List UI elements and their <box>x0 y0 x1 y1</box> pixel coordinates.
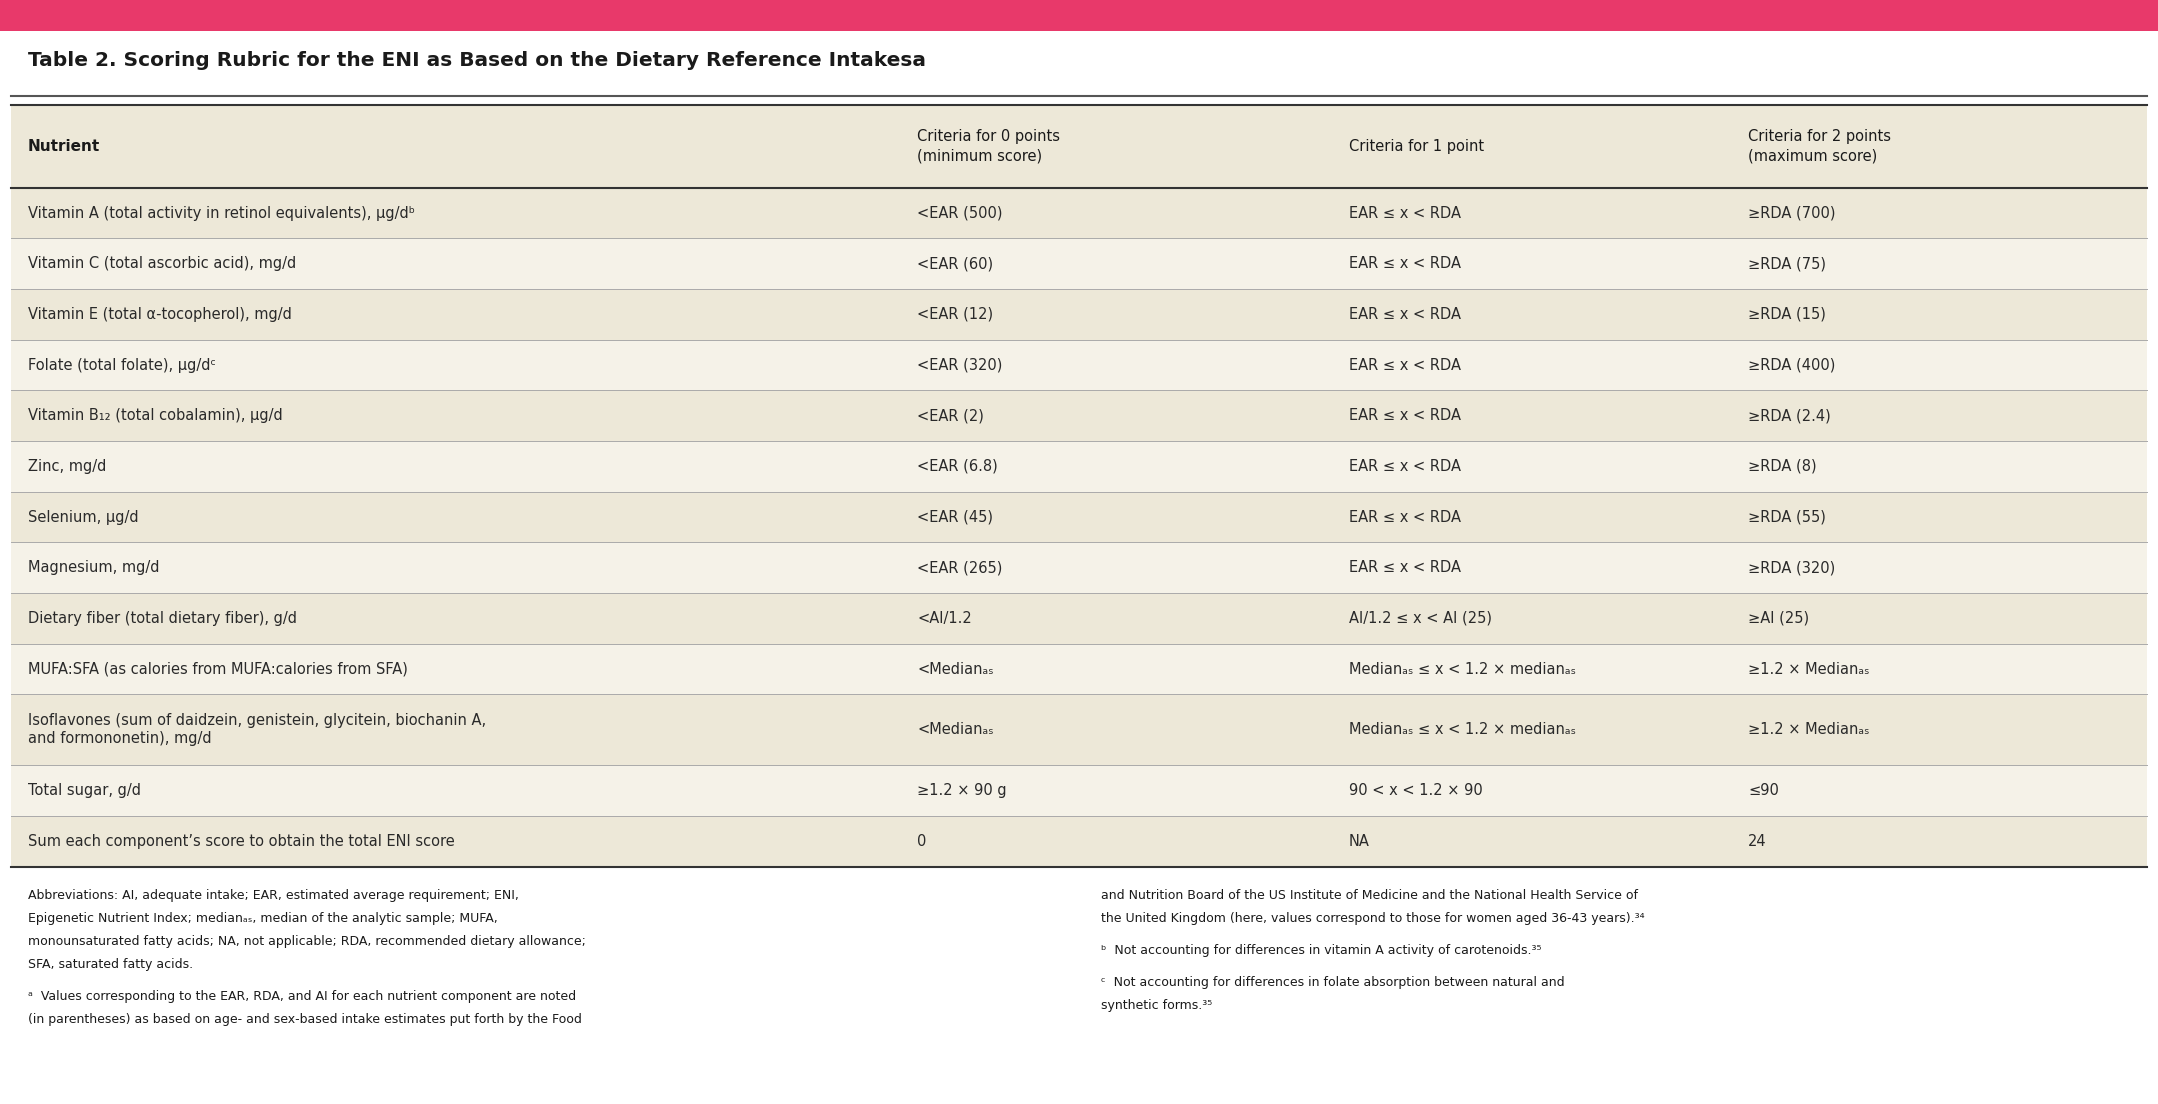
Text: ᶜ  Not accounting for differences in folate absorption between natural and: ᶜ Not accounting for differences in fola… <box>1101 976 1565 989</box>
Bar <box>11 391 2147 440</box>
Text: 24: 24 <box>1748 834 1767 849</box>
Text: NA: NA <box>1349 834 1370 849</box>
Text: 0: 0 <box>917 834 926 849</box>
Text: ≥RDA (8): ≥RDA (8) <box>1748 459 1817 474</box>
Text: AI/1.2 ≤ x < AI (25): AI/1.2 ≤ x < AI (25) <box>1349 611 1491 626</box>
Text: Abbreviations: AI, adequate intake; EAR, estimated average requirement; ENI,: Abbreviations: AI, adequate intake; EAR,… <box>28 889 518 902</box>
Text: ᵇ  Not accounting for differences in vitamin A activity of carotenoids.³⁵: ᵇ Not accounting for differences in vita… <box>1101 944 1541 957</box>
Text: ᵃ  Values corresponding to the EAR, RDA, and AI for each nutrient component are : ᵃ Values corresponding to the EAR, RDA, … <box>28 990 576 1004</box>
Text: <EAR (320): <EAR (320) <box>917 358 1003 372</box>
Text: ≥RDA (700): ≥RDA (700) <box>1748 205 1836 221</box>
Text: <EAR (12): <EAR (12) <box>917 307 993 322</box>
Text: Selenium, μg/d: Selenium, μg/d <box>28 510 138 524</box>
Text: <AI/1.2: <AI/1.2 <box>917 611 971 626</box>
Bar <box>11 765 2147 816</box>
Bar <box>11 491 2147 542</box>
Text: Vitamin E (total α-tocopherol), mg/d: Vitamin E (total α-tocopherol), mg/d <box>28 307 291 322</box>
Text: ≥1.2 × 90 g: ≥1.2 × 90 g <box>917 783 1008 798</box>
Text: EAR ≤ x < RDA: EAR ≤ x < RDA <box>1349 205 1461 221</box>
Bar <box>11 105 2147 188</box>
Text: <Medianₐₛ: <Medianₐₛ <box>917 722 995 737</box>
Text: ≥RDA (15): ≥RDA (15) <box>1748 307 1826 322</box>
Text: and Nutrition Board of the US Institute of Medicine and the National Health Serv: and Nutrition Board of the US Institute … <box>1101 889 1638 902</box>
Text: ≥RDA (75): ≥RDA (75) <box>1748 256 1826 272</box>
Text: EAR ≤ x < RDA: EAR ≤ x < RDA <box>1349 408 1461 423</box>
Text: EAR ≤ x < RDA: EAR ≤ x < RDA <box>1349 560 1461 575</box>
Bar <box>11 340 2147 391</box>
Text: Medianₐₛ ≤ x < 1.2 × medianₐₛ: Medianₐₛ ≤ x < 1.2 × medianₐₛ <box>1349 661 1575 677</box>
Text: ≥RDA (2.4): ≥RDA (2.4) <box>1748 408 1830 423</box>
Text: ≥1.2 × Medianₐₛ: ≥1.2 × Medianₐₛ <box>1748 722 1869 737</box>
Bar <box>11 440 2147 491</box>
Text: Magnesium, mg/d: Magnesium, mg/d <box>28 560 160 575</box>
Text: Total sugar, g/d: Total sugar, g/d <box>28 783 140 798</box>
Text: <EAR (265): <EAR (265) <box>917 560 1003 575</box>
Text: (in parentheses) as based on age- and sex-based intake estimates put forth by th: (in parentheses) as based on age- and se… <box>28 1013 583 1027</box>
Text: monounsaturated fatty acids; NA, not applicable; RDA, recommended dietary allowa: monounsaturated fatty acids; NA, not app… <box>28 935 587 948</box>
Text: Table 2. Scoring Rubric for the ENI as Based on the Dietary Reference Intakesa: Table 2. Scoring Rubric for the ENI as B… <box>28 51 926 71</box>
Text: ≥1.2 × Medianₐₛ: ≥1.2 × Medianₐₛ <box>1748 661 1869 677</box>
Text: Dietary fiber (total dietary fiber), g/d: Dietary fiber (total dietary fiber), g/d <box>28 611 298 626</box>
Text: Nutrient: Nutrient <box>28 139 99 153</box>
Text: ≤90: ≤90 <box>1748 783 1778 798</box>
Text: EAR ≤ x < RDA: EAR ≤ x < RDA <box>1349 358 1461 372</box>
Text: SFA, saturated fatty acids.: SFA, saturated fatty acids. <box>28 958 194 972</box>
Text: <EAR (6.8): <EAR (6.8) <box>917 459 997 474</box>
Text: EAR ≤ x < RDA: EAR ≤ x < RDA <box>1349 256 1461 272</box>
Text: Epigenetic Nutrient Index; medianₐₛ, median of the analytic sample; MUFA,: Epigenetic Nutrient Index; medianₐₛ, med… <box>28 912 498 925</box>
Bar <box>11 542 2147 593</box>
Text: ≥RDA (400): ≥RDA (400) <box>1748 358 1834 372</box>
Text: the United Kingdom (here, values correspond to those for women aged 36-43 years): the United Kingdom (here, values corresp… <box>1101 912 1644 925</box>
Bar <box>11 694 2147 765</box>
Text: Criteria for 0 points
(minimum score): Criteria for 0 points (minimum score) <box>917 129 1060 163</box>
Text: <EAR (45): <EAR (45) <box>917 510 993 524</box>
Bar <box>11 289 2147 340</box>
Bar <box>11 593 2147 644</box>
Text: ≥RDA (320): ≥RDA (320) <box>1748 560 1834 575</box>
Text: Isoflavones (sum of daidzein, genistein, glycitein, biochanin A,
and formononeti: Isoflavones (sum of daidzein, genistein,… <box>28 713 486 746</box>
Text: <EAR (500): <EAR (500) <box>917 205 1003 221</box>
Text: Criteria for 2 points
(maximum score): Criteria for 2 points (maximum score) <box>1748 129 1890 163</box>
Text: Folate (total folate), μg/dᶜ: Folate (total folate), μg/dᶜ <box>28 358 216 372</box>
Bar <box>11 188 2147 238</box>
Bar <box>11 644 2147 694</box>
Text: MUFA:SFA (as calories from MUFA:calories from SFA): MUFA:SFA (as calories from MUFA:calories… <box>28 661 408 677</box>
Text: EAR ≤ x < RDA: EAR ≤ x < RDA <box>1349 307 1461 322</box>
Text: Criteria for 1 point: Criteria for 1 point <box>1349 139 1485 153</box>
Bar <box>11 816 2147 867</box>
Text: <EAR (2): <EAR (2) <box>917 408 984 423</box>
Text: EAR ≤ x < RDA: EAR ≤ x < RDA <box>1349 459 1461 474</box>
Text: Zinc, mg/d: Zinc, mg/d <box>28 459 106 474</box>
Text: synthetic forms.³⁵: synthetic forms.³⁵ <box>1101 999 1213 1012</box>
Text: 90 < x < 1.2 × 90: 90 < x < 1.2 × 90 <box>1349 783 1483 798</box>
Text: Vitamin A (total activity in retinol equivalents), μg/dᵇ: Vitamin A (total activity in retinol equ… <box>28 205 414 221</box>
Text: EAR ≤ x < RDA: EAR ≤ x < RDA <box>1349 510 1461 524</box>
Bar <box>11 238 2147 289</box>
Text: Medianₐₛ ≤ x < 1.2 × medianₐₛ: Medianₐₛ ≤ x < 1.2 × medianₐₛ <box>1349 722 1575 737</box>
Text: Sum each component’s score to obtain the total ENI score: Sum each component’s score to obtain the… <box>28 834 455 849</box>
Text: ≥RDA (55): ≥RDA (55) <box>1748 510 1826 524</box>
Text: Vitamin B₁₂ (total cobalamin), μg/d: Vitamin B₁₂ (total cobalamin), μg/d <box>28 408 283 423</box>
Bar <box>0 0 2158 31</box>
Text: Vitamin C (total ascorbic acid), mg/d: Vitamin C (total ascorbic acid), mg/d <box>28 256 296 272</box>
Text: <EAR (60): <EAR (60) <box>917 256 993 272</box>
Text: <Medianₐₛ: <Medianₐₛ <box>917 661 995 677</box>
Text: ≥AI (25): ≥AI (25) <box>1748 611 1808 626</box>
